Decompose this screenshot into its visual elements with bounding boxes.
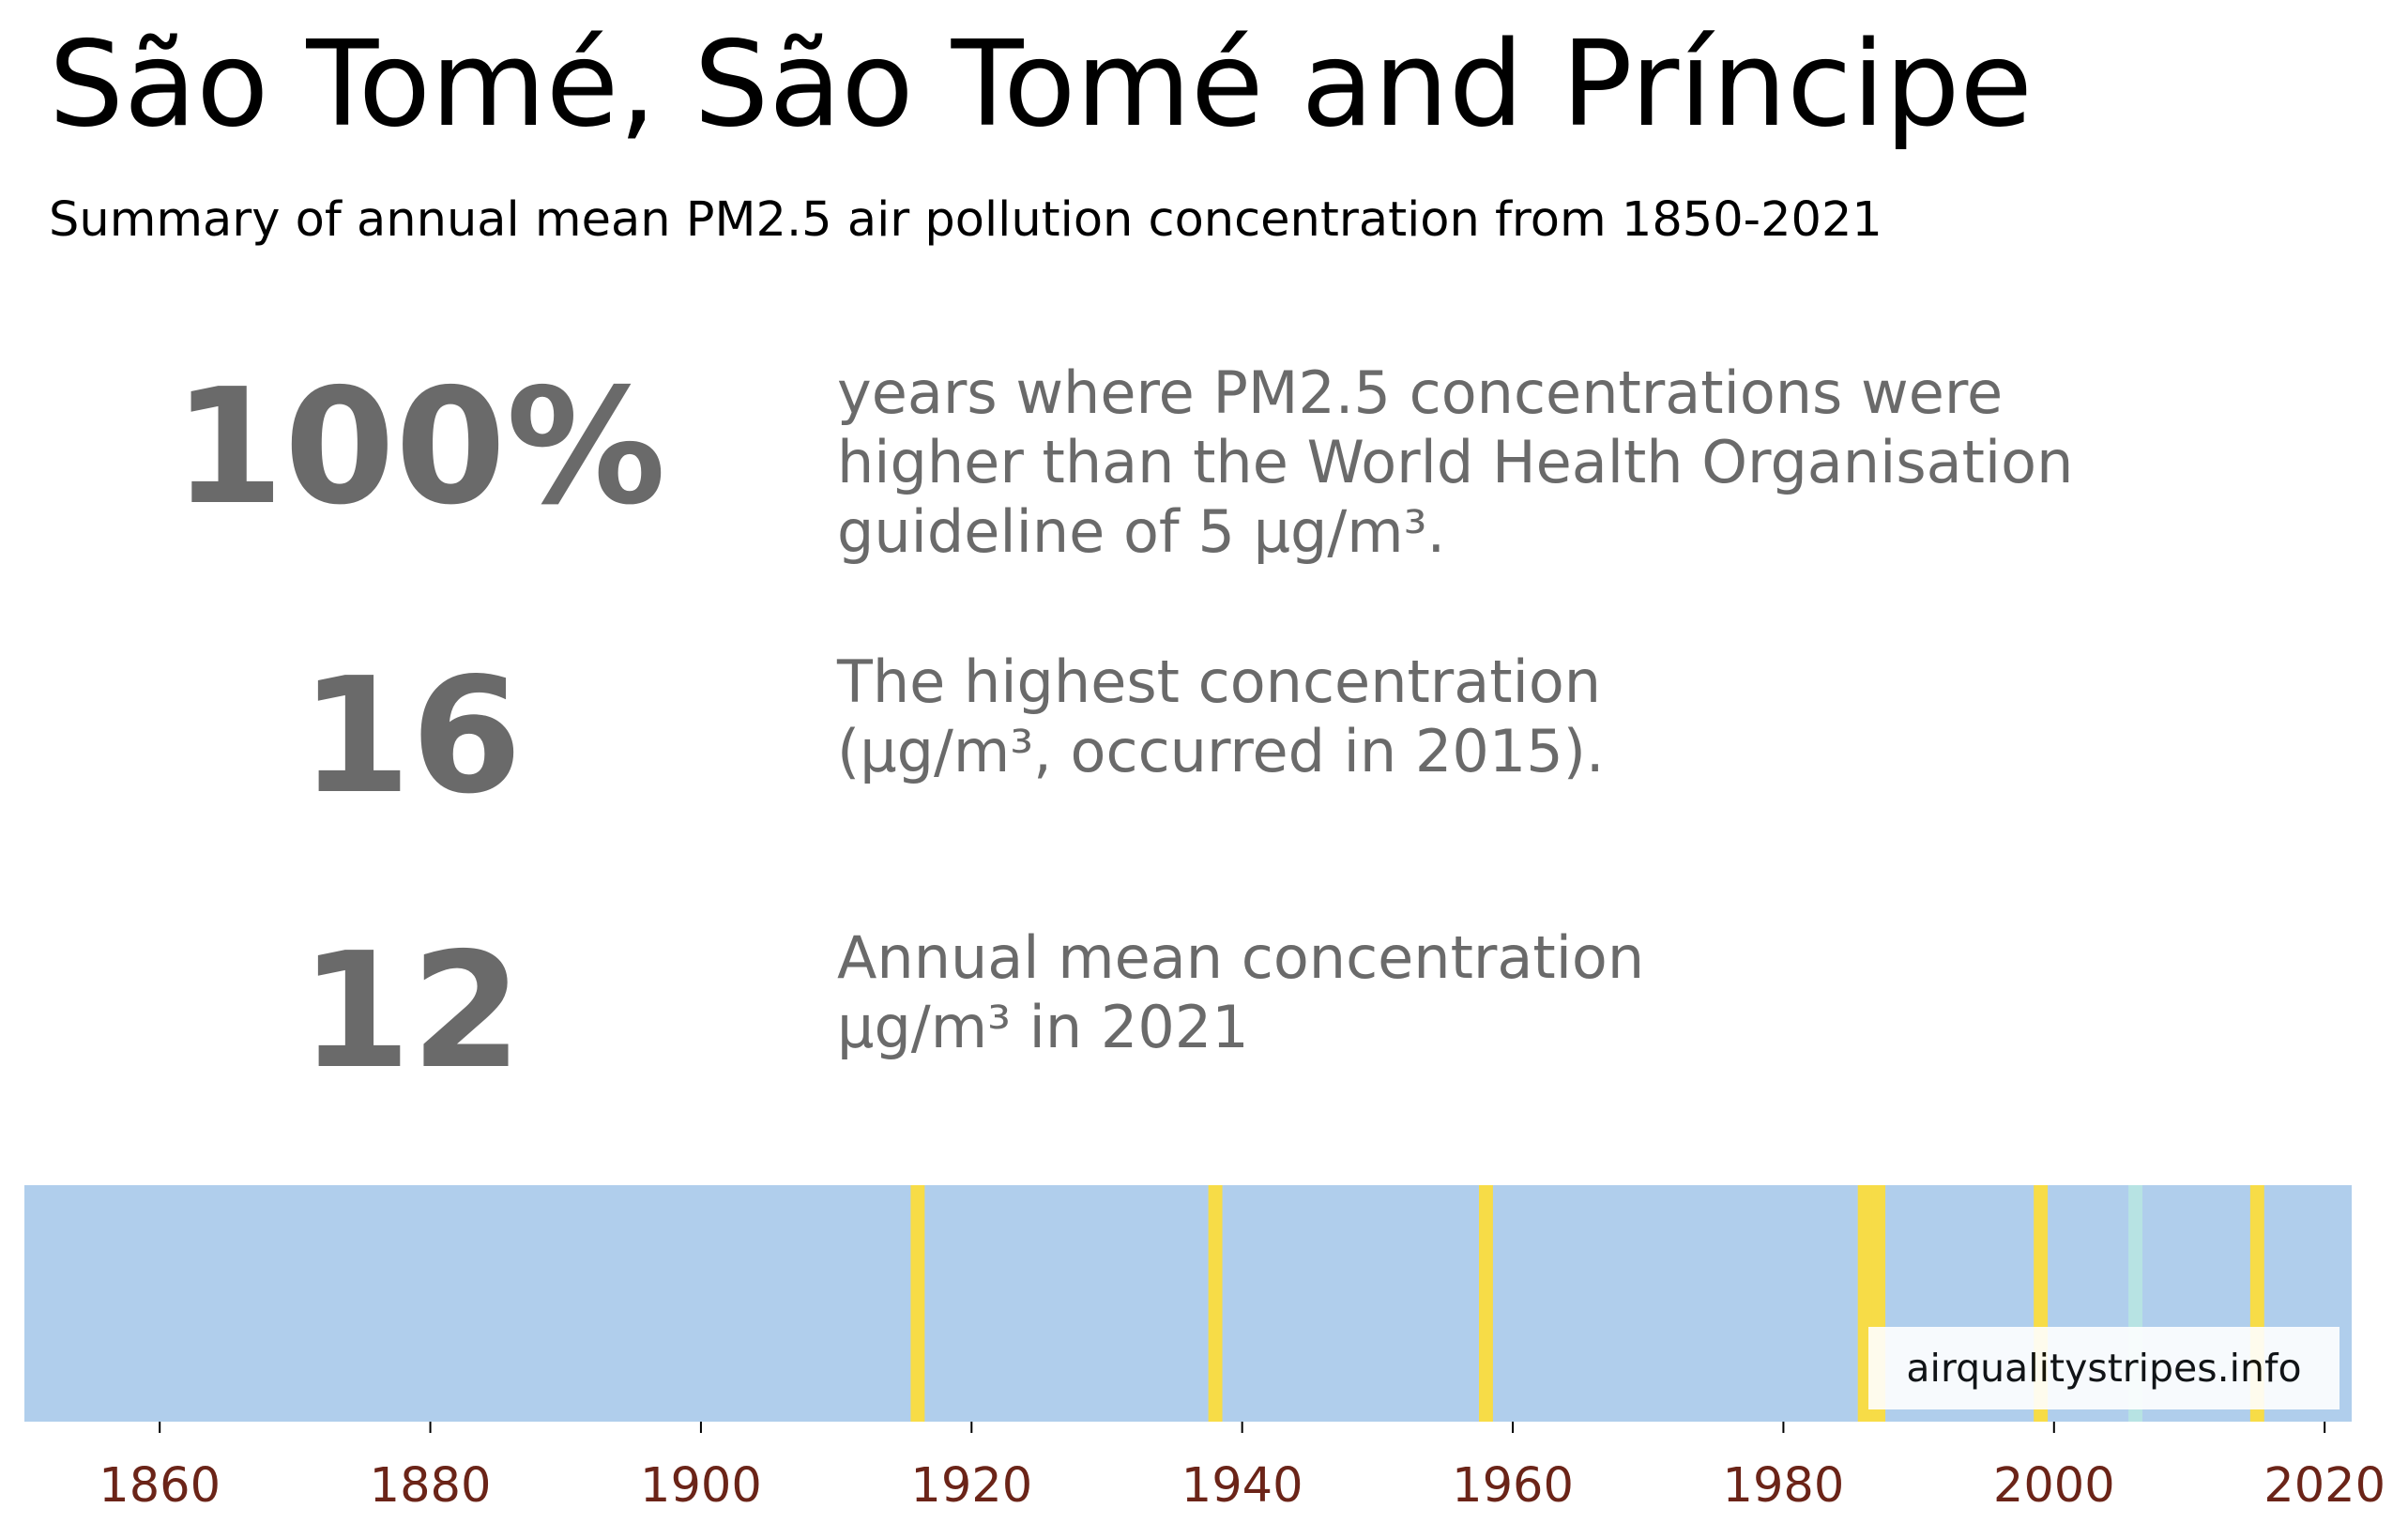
stat-description-line: higher than the World Health Organisatio… xyxy=(837,428,2074,496)
stat-description-annual-mean: Annual mean concentration µg/m³ in 2021 xyxy=(837,923,2301,1062)
x-tick-label: 1980 xyxy=(1723,1458,1845,1514)
stripe-year-1986 xyxy=(1857,1185,1872,1422)
stat-description-percent: years where PM2.5 concentrations were hi… xyxy=(837,358,2301,567)
stat-description-highest: The highest concentration (µg/m³, occurr… xyxy=(837,647,2301,786)
stat-description-line: The highest concentration xyxy=(837,647,1602,716)
stat-description-line: µg/m³ in 2021 xyxy=(837,993,1249,1061)
stat-description-line: guideline of 5 µg/m³. xyxy=(837,497,1446,566)
x-axis: 1860 1880 1900 1920 1940 1960 1980 2000 2020 xyxy=(99,1422,2385,1514)
x-tick-label: 1900 xyxy=(640,1458,762,1514)
credit-label: airqualitystripes.info xyxy=(1868,1327,2339,1409)
stripe-year-1958 xyxy=(1479,1185,1493,1422)
x-tick-label: 1860 xyxy=(99,1458,221,1514)
stat-description-line: years where PM2.5 concentrations were xyxy=(837,358,2004,427)
stat-value-highest: 16 xyxy=(299,644,523,830)
stripe-year-1938 xyxy=(1208,1185,1223,1422)
x-tick-label: 1880 xyxy=(370,1458,492,1514)
x-tick-label: 1940 xyxy=(1181,1458,1303,1514)
x-tick-label: 1920 xyxy=(910,1458,1032,1514)
x-tick-label: 2020 xyxy=(2263,1458,2385,1514)
stripe-year-1916 xyxy=(910,1185,925,1422)
page-subtitle: Summary of annual mean PM2.5 air polluti… xyxy=(49,192,1882,248)
stat-description-line: Annual mean concentration xyxy=(837,923,1645,992)
stat-value-percent: 100% xyxy=(173,355,666,541)
stat-value-annual-mean: 12 xyxy=(299,919,523,1104)
stat-description-line: (µg/m³, occurred in 2015). xyxy=(837,717,1605,785)
x-tick-label: 1960 xyxy=(1452,1458,1574,1514)
x-tick-label: 2000 xyxy=(1993,1458,2115,1514)
page-title: São Tomé, São Tomé and Príncipe xyxy=(49,15,2033,153)
